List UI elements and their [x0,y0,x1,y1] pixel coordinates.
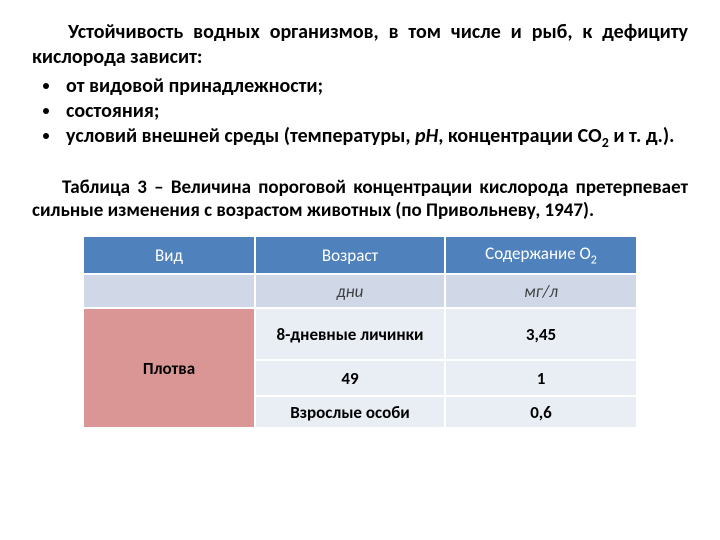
slide: Устойчивость водных организмов, в том чи… [0,0,720,439]
cell-species: Плотва [83,308,255,428]
cell-o2: 1 [445,360,637,396]
th-o2: Содержание О2 [445,236,637,274]
threshold-table: Вид Возраст Содержание О2 дни мг/л Плотв… [82,235,638,429]
table-container: Вид Возраст Содержание О2 дни мг/л Плотв… [32,235,688,429]
cell-age: 8-дневные личинки [255,308,445,360]
intro-paragraph: Устойчивость водных организмов, в том чи… [32,20,688,70]
table-caption: Таблица 3 – Величина пороговой концентра… [32,176,688,224]
th-age: Возраст [255,236,445,274]
bullet-item-2: состояния; [62,99,688,124]
table-unit-row: дни мг/л [83,274,637,308]
cell-o2: 0,6 [445,396,637,428]
th-o2-text: Содержание О [485,243,591,264]
table-header-row: Вид Возраст Содержание О2 [83,236,637,274]
bullet-list: от видовой принадлежности; состояния; ус… [32,74,688,152]
unit-o2: мг/л [445,274,637,308]
bullet-item-3: условий внешней среды (температуры, рН, … [62,124,688,152]
bullet3-part1: условий внешней среды (температуры, [66,124,415,148]
bullet3-part2: , концентрации СО [438,124,601,148]
table-row: Плотва 8-дневные личинки 3,45 [83,308,637,360]
th-o2-sub: 2 [591,253,597,267]
bullet3-part3: и т. д.). [609,124,675,148]
bullet-item-1: от видовой принадлежности; [62,74,688,99]
bullet3-ph: рН [415,124,438,148]
unit-age: дни [255,274,445,308]
cell-age: 49 [255,360,445,396]
th-species: Вид [83,236,255,274]
bullet3-sub: 2 [602,134,609,151]
cell-o2: 3,45 [445,308,637,360]
cell-age: Взрослые особи [255,396,445,428]
unit-species [83,274,255,308]
